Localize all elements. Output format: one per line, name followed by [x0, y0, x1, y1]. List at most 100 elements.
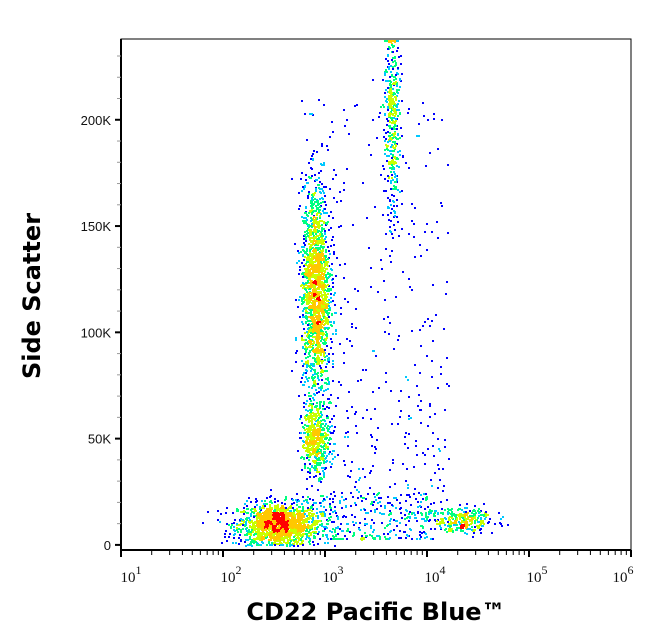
event-point: [305, 339, 307, 341]
event-point: [271, 544, 273, 546]
event-point: [267, 523, 269, 525]
event-point: [395, 78, 397, 80]
event-point: [256, 544, 258, 546]
event-point: [371, 501, 373, 503]
event-point: [295, 339, 297, 341]
event-point: [309, 309, 311, 311]
event-point: [308, 277, 310, 279]
event-point: [396, 83, 398, 85]
event-point: [392, 46, 394, 48]
event-point: [323, 228, 325, 230]
event-point: [368, 247, 370, 249]
event-point: [324, 295, 326, 297]
event-point: [387, 120, 389, 122]
event-point: [384, 331, 386, 333]
event-point: [332, 366, 334, 368]
event-point: [312, 347, 314, 349]
event-point: [340, 200, 342, 202]
event-point: [439, 450, 441, 452]
event-point: [253, 540, 255, 542]
event-point: [364, 509, 366, 511]
event-point: [405, 432, 407, 434]
event-point: [312, 434, 314, 436]
event-point: [258, 513, 260, 515]
event-point: [381, 268, 383, 270]
event-point: [276, 533, 278, 535]
event-point: [289, 538, 291, 540]
event-point: [390, 513, 392, 515]
event-point: [441, 205, 443, 207]
event-point: [319, 538, 321, 540]
event-point: [420, 494, 422, 496]
event-point: [226, 540, 228, 542]
event-point: [313, 318, 315, 320]
event-point: [297, 513, 299, 515]
event-point: [397, 134, 399, 136]
event-point: [330, 288, 332, 290]
event-point: [312, 250, 314, 252]
y-tick-label: 200K: [81, 113, 112, 128]
event-point: [314, 427, 316, 429]
event-point: [325, 241, 327, 243]
event-point: [243, 507, 245, 509]
event-point: [425, 515, 427, 517]
event-point: [202, 522, 204, 524]
event-point: [321, 467, 323, 469]
event-point: [315, 413, 317, 415]
event-point: [401, 203, 403, 205]
event-point: [424, 321, 426, 323]
event-point: [370, 267, 372, 269]
event-point: [327, 221, 329, 223]
event-point: [311, 205, 313, 207]
event-point: [270, 535, 272, 537]
event-point: [324, 382, 326, 384]
event-point: [224, 533, 226, 535]
event-point: [400, 63, 402, 65]
event-point: [318, 310, 320, 312]
event-point: [333, 521, 335, 523]
event-point: [334, 531, 336, 533]
event-point: [304, 416, 306, 418]
event-point: [314, 373, 316, 375]
event-point: [291, 503, 293, 505]
event-point: [315, 220, 317, 222]
event-point: [303, 533, 305, 535]
event-point: [470, 515, 472, 517]
event-point: [384, 72, 386, 74]
event-point: [297, 524, 299, 526]
event-point: [267, 525, 269, 527]
event-point: [326, 296, 328, 298]
event-point: [242, 519, 244, 521]
event-point: [474, 522, 476, 524]
event-point: [446, 357, 448, 359]
event-point: [400, 127, 402, 129]
event-point: [451, 517, 453, 519]
event-point: [338, 381, 340, 383]
event-point: [269, 522, 271, 524]
event-point: [263, 524, 265, 526]
event-point: [426, 249, 428, 251]
event-point: [332, 353, 334, 355]
event-point: [429, 416, 431, 418]
event-point: [380, 259, 382, 261]
event-point: [448, 458, 450, 460]
event-point: [266, 503, 268, 505]
event-point: [262, 512, 264, 514]
event-point: [303, 328, 305, 330]
event-point: [295, 527, 297, 529]
event-point: [283, 507, 285, 509]
event-point: [407, 112, 409, 114]
event-point: [293, 539, 295, 541]
event-point: [247, 539, 249, 541]
event-point: [324, 438, 326, 440]
event-point: [409, 496, 411, 498]
event-point: [311, 510, 313, 512]
event-point: [310, 411, 312, 413]
event-point: [303, 259, 305, 261]
event-point: [392, 57, 394, 59]
event-point: [437, 464, 439, 466]
event-point: [321, 276, 323, 278]
event-point: [268, 541, 270, 543]
event-point: [429, 509, 431, 511]
event-point: [323, 390, 325, 392]
